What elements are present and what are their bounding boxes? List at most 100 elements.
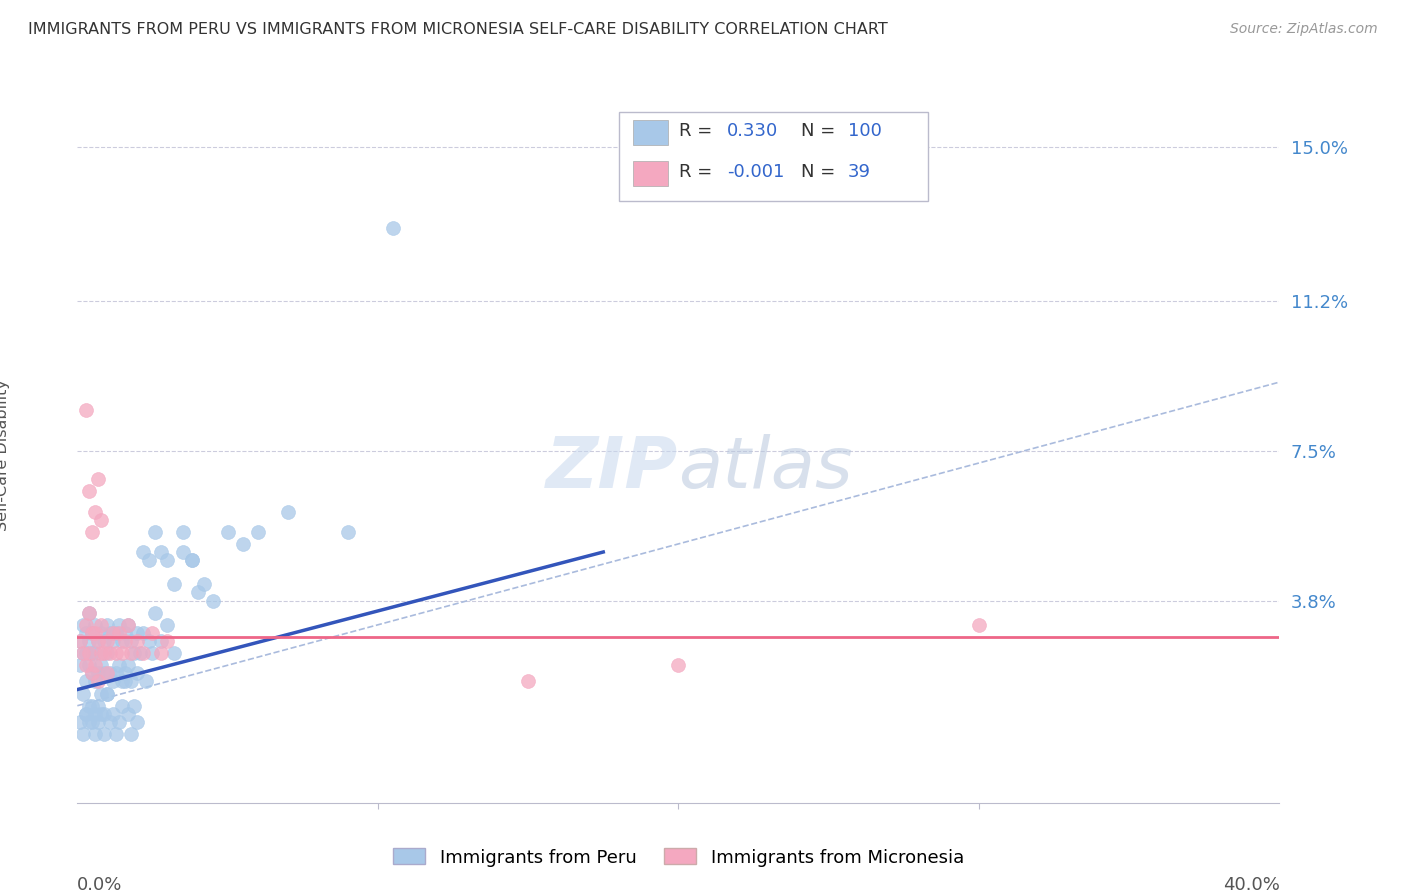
- Point: [96, 646, 118, 660]
- Point: [141, 626, 163, 640]
- Text: R =: R =: [679, 163, 713, 181]
- Point: [180, 553, 202, 567]
- Point: [132, 626, 155, 640]
- Text: 0.0%: 0.0%: [77, 876, 122, 892]
- Point: [277, 504, 299, 518]
- Point: [117, 617, 139, 632]
- Point: [124, 698, 146, 713]
- Point: [96, 634, 118, 648]
- Point: [84, 617, 107, 632]
- Point: [100, 646, 122, 660]
- Point: [336, 524, 359, 539]
- Point: [100, 714, 122, 729]
- Point: [84, 727, 107, 741]
- Text: -0.001: -0.001: [727, 163, 785, 181]
- Point: [180, 553, 202, 567]
- Point: [79, 658, 101, 673]
- Point: [103, 626, 125, 640]
- Point: [72, 687, 94, 701]
- Point: [668, 658, 690, 673]
- Point: [114, 666, 136, 681]
- Point: [75, 674, 97, 689]
- Text: 39: 39: [848, 163, 870, 181]
- Point: [82, 646, 104, 660]
- Point: [156, 553, 179, 567]
- Point: [105, 666, 128, 681]
- Point: [111, 698, 134, 713]
- Point: [87, 472, 110, 486]
- Legend: Immigrants from Peru, Immigrants from Micronesia: Immigrants from Peru, Immigrants from Mi…: [385, 841, 972, 874]
- Point: [75, 646, 97, 660]
- Point: [127, 626, 149, 640]
- Point: [84, 504, 107, 518]
- Point: [75, 617, 97, 632]
- Point: [108, 617, 131, 632]
- Point: [69, 634, 91, 648]
- Point: [90, 626, 112, 640]
- Point: [69, 634, 91, 648]
- Point: [87, 634, 110, 648]
- Point: [246, 524, 269, 539]
- Point: [145, 524, 167, 539]
- Point: [90, 706, 112, 721]
- Point: [108, 626, 131, 640]
- Text: N =: N =: [801, 163, 835, 181]
- Point: [135, 674, 157, 689]
- Point: [105, 626, 128, 640]
- Point: [84, 626, 107, 640]
- Point: [96, 687, 118, 701]
- Point: [120, 646, 142, 660]
- Point: [93, 727, 115, 741]
- Point: [381, 221, 404, 235]
- Point: [162, 646, 184, 660]
- Point: [72, 646, 94, 660]
- Point: [111, 634, 134, 648]
- Point: [87, 634, 110, 648]
- Point: [108, 714, 131, 729]
- Point: [117, 617, 139, 632]
- Point: [79, 698, 101, 713]
- Point: [132, 646, 155, 660]
- Point: [111, 674, 134, 689]
- Point: [201, 593, 224, 607]
- Point: [114, 634, 136, 648]
- Point: [114, 674, 136, 689]
- Point: [967, 617, 990, 632]
- Point: [138, 634, 160, 648]
- Text: 0.330: 0.330: [727, 122, 778, 140]
- Point: [172, 524, 194, 539]
- Point: [105, 727, 128, 741]
- Point: [93, 706, 115, 721]
- Point: [127, 634, 149, 648]
- Point: [69, 658, 91, 673]
- Point: [79, 714, 101, 729]
- Point: [82, 714, 104, 729]
- Point: [69, 714, 91, 729]
- Point: [72, 617, 94, 632]
- Text: Self-Care Disability: Self-Care Disability: [0, 379, 10, 531]
- Text: Source: ZipAtlas.com: Source: ZipAtlas.com: [1230, 22, 1378, 37]
- Point: [90, 513, 112, 527]
- Point: [114, 626, 136, 640]
- Point: [90, 658, 112, 673]
- Point: [75, 706, 97, 721]
- Point: [90, 687, 112, 701]
- Point: [82, 626, 104, 640]
- Text: 100: 100: [848, 122, 882, 140]
- Point: [111, 646, 134, 660]
- Point: [145, 606, 167, 620]
- Point: [72, 646, 94, 660]
- Point: [96, 687, 118, 701]
- Point: [141, 646, 163, 660]
- Point: [103, 674, 125, 689]
- Point: [79, 606, 101, 620]
- Point: [117, 658, 139, 673]
- Point: [156, 634, 179, 648]
- Point: [193, 577, 215, 591]
- Point: [87, 674, 110, 689]
- Point: [90, 646, 112, 660]
- Point: [93, 646, 115, 660]
- Point: [129, 646, 152, 660]
- Point: [82, 698, 104, 713]
- Point: [100, 666, 122, 681]
